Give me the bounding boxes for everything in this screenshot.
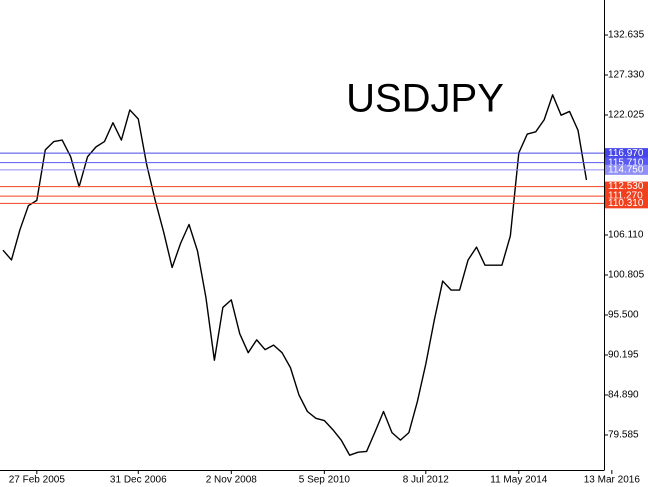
level-label-bg xyxy=(605,157,648,168)
level-label: 112.530 xyxy=(608,181,644,192)
y-tick-label: 84.890 xyxy=(608,390,639,401)
y-tick-label: 106.110 xyxy=(608,230,644,241)
x-tick-label: 11 May 2014 xyxy=(490,475,548,486)
x-tick-label: 31 Dec 2006 xyxy=(110,475,167,486)
level-label-bg xyxy=(605,164,648,175)
level-label-bg xyxy=(605,191,648,202)
x-tick-label: 27 Feb 2005 xyxy=(9,475,66,486)
y-tick-label: 132.635 xyxy=(608,30,645,41)
x-tick-label: 8 Jul 2012 xyxy=(403,475,450,486)
level-label: 111.270 xyxy=(608,191,643,202)
y-tick-label: 90.195 xyxy=(608,350,639,361)
x-tick-label: 2 Nov 2008 xyxy=(206,475,258,486)
level-label: 115.710 xyxy=(608,157,644,168)
level-label-bg xyxy=(605,181,648,192)
price-line xyxy=(2,94,588,456)
y-tick-label: 79.585 xyxy=(608,430,639,441)
chart-title: USDJPY xyxy=(346,77,504,121)
y-tick-label: 122.025 xyxy=(608,110,645,121)
level-label: 110.310 xyxy=(608,198,644,209)
level-label-bg xyxy=(605,198,648,209)
x-tick-label: 13 Mar 2016 xyxy=(584,475,641,486)
y-tick-label: 127.330 xyxy=(608,70,645,81)
y-tick-label: 100.805 xyxy=(608,270,645,281)
x-tick-label: 5 Sep 2010 xyxy=(299,475,351,486)
y-tick-label: 95.500 xyxy=(608,310,639,321)
level-label: 114.750 xyxy=(608,165,644,176)
level-label-bg xyxy=(605,148,648,159)
level-label: 116.970 xyxy=(608,148,644,159)
